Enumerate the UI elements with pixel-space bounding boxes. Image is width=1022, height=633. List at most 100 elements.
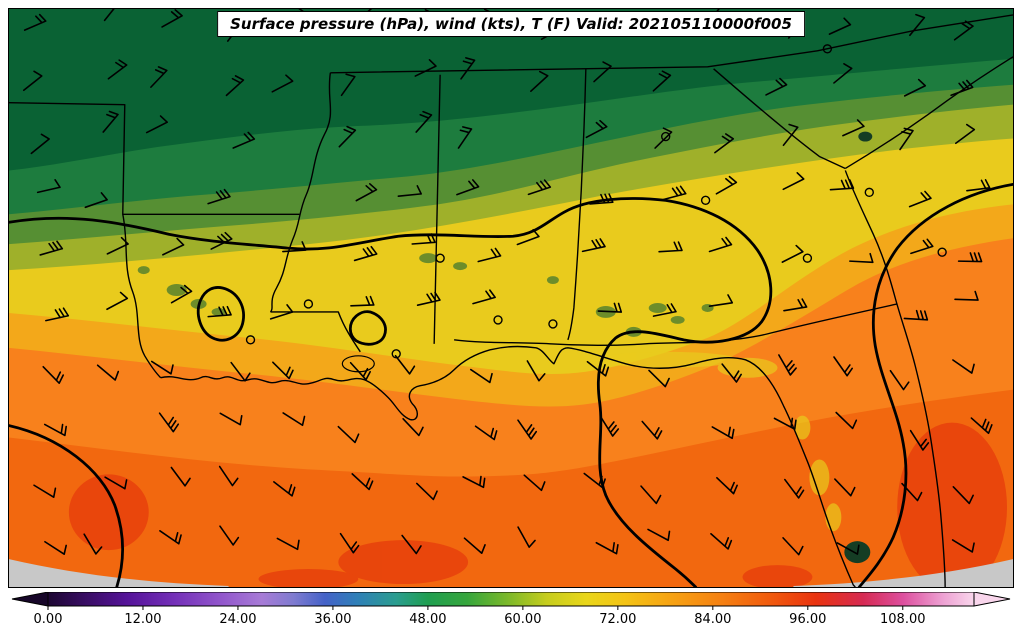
wind-barb xyxy=(652,70,672,92)
pressure-contour-closed xyxy=(196,286,245,342)
colorbar-tick-label: 48.00 xyxy=(409,612,447,627)
map-canvas xyxy=(9,9,1013,587)
wind-barb xyxy=(351,473,374,491)
wind-barb xyxy=(340,73,356,97)
wind-barb xyxy=(337,425,360,444)
wind-barb xyxy=(43,423,67,437)
wind-barb xyxy=(170,466,191,487)
wind-barb xyxy=(835,411,858,430)
pressure-contour-closed xyxy=(348,310,387,346)
wind-barb xyxy=(232,131,256,149)
wind-barb xyxy=(106,291,129,311)
wind-barb xyxy=(30,133,50,155)
wind-barb xyxy=(83,533,103,555)
colorbar-labels: 0.00 12.00 24.00 36.00 48.00 60.00 72.00 84.00 9… xyxy=(8,610,1014,628)
wind-barb xyxy=(230,361,251,382)
wind-barb xyxy=(517,526,536,548)
small-lake xyxy=(858,131,873,142)
wind-barb xyxy=(908,190,932,208)
wind-barb xyxy=(966,179,991,192)
wind-barb xyxy=(833,356,854,377)
wind-barb xyxy=(951,539,975,553)
texas-louisiana-border xyxy=(122,214,162,379)
plot-title-text: Surface pressure (hPa), wind (kts), T (F… xyxy=(230,15,792,33)
wind-barb xyxy=(44,540,67,556)
wind-barb xyxy=(648,369,670,388)
colorbar-tick-label: 0.00 xyxy=(33,612,63,627)
colorbar-ticks xyxy=(47,606,904,610)
wind-barb xyxy=(710,532,733,550)
wind-barb xyxy=(909,429,930,451)
wind-barb xyxy=(271,74,294,93)
wind-barb xyxy=(836,542,860,555)
wind-barb xyxy=(658,241,683,253)
wind-barb xyxy=(640,485,662,505)
wind-barb xyxy=(957,252,983,263)
colorbar-over-arrow xyxy=(973,592,1011,607)
wind-barb xyxy=(460,57,476,80)
wind-barb xyxy=(276,537,300,551)
station-circle xyxy=(661,131,671,142)
wind-barb xyxy=(474,425,498,441)
station-circle xyxy=(303,299,314,309)
wind-barb xyxy=(42,365,64,385)
wind-barb xyxy=(339,532,360,554)
olive-patches xyxy=(137,253,714,337)
wind-barb xyxy=(150,66,168,88)
wind-barb xyxy=(416,291,441,306)
colorbar-tick-label: 12.00 xyxy=(124,612,162,627)
wind-barb xyxy=(22,70,43,92)
map-area: Surface pressure (hPa), wind (kts), T (F… xyxy=(8,8,1014,588)
wind-barb xyxy=(589,193,614,205)
pressure-contours xyxy=(9,182,1013,587)
atlantic-coast-north xyxy=(844,56,1013,170)
wind-barb xyxy=(282,412,306,427)
wind-barb xyxy=(952,486,974,505)
wind-barb xyxy=(517,419,538,440)
station-circle xyxy=(937,247,947,257)
wind-barb xyxy=(272,361,294,380)
wind-barb xyxy=(708,294,734,307)
wind-barb xyxy=(903,309,929,321)
colorbar-tick-label: 60.00 xyxy=(504,612,542,627)
wind-barb xyxy=(599,415,620,437)
station-circle xyxy=(864,187,874,198)
wind-barb xyxy=(207,188,231,205)
wind-barb xyxy=(23,13,47,31)
wind-barb xyxy=(350,295,375,307)
wind-barb xyxy=(338,125,357,148)
station-circle xyxy=(700,195,711,206)
plot-title: Surface pressure (hPa), wind (kts), T (F… xyxy=(217,11,805,37)
wind-barb xyxy=(107,59,128,80)
wind-barb xyxy=(583,472,606,489)
wind-barb xyxy=(955,123,976,145)
colorbar-gradient xyxy=(47,592,975,607)
wind-barb xyxy=(899,127,914,151)
wind-barb xyxy=(463,537,486,555)
wind-barb xyxy=(721,363,742,383)
wind-barb xyxy=(647,528,671,542)
wind-barb xyxy=(654,127,673,149)
wind-barb xyxy=(145,115,168,134)
wind-barb xyxy=(641,420,663,440)
wind-barb xyxy=(355,182,378,202)
wind-barb xyxy=(349,361,371,381)
louisiana-mississippi-border xyxy=(270,311,361,353)
wind-barb xyxy=(527,179,552,196)
wind-barb xyxy=(33,484,57,499)
station-circle xyxy=(548,319,558,329)
wind-barb xyxy=(662,185,687,201)
wind-barb xyxy=(901,482,923,502)
wind-barb xyxy=(595,541,619,555)
colorbar-tick-label: 24.00 xyxy=(219,612,257,627)
wind-barb xyxy=(170,284,193,304)
projection-edge xyxy=(9,559,1013,587)
wind-barb xyxy=(282,241,307,253)
colorbar: 0.00 12.00 24.00 36.00 48.00 60.00 72.00 84.00 9… xyxy=(8,592,1014,630)
gulf-coastline xyxy=(160,345,856,587)
wind-barb xyxy=(401,534,422,555)
colorbar-under-arrow xyxy=(11,592,49,607)
wind-barb xyxy=(778,354,797,376)
wind-barb xyxy=(593,61,612,83)
wind-barb xyxy=(953,20,974,41)
